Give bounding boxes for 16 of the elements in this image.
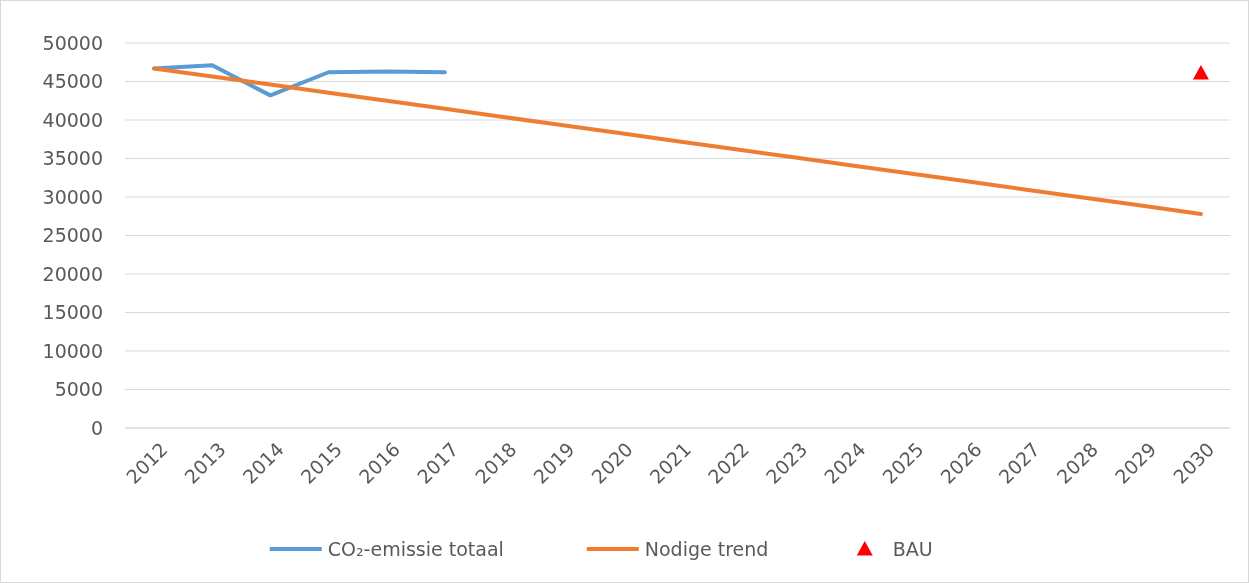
legend-label: Nodige trend [644,537,769,560]
y-tick-label: 50000 [42,31,103,54]
y-tick-label: 30000 [42,185,103,208]
y-tick-label: 20000 [42,262,103,285]
y-tick-label: 0 [90,416,103,439]
y-tick-label: 40000 [42,108,103,131]
legend-label: CO₂-emissie totaal [327,537,504,560]
y-tick-label: 35000 [42,147,103,170]
y-tick-label: 45000 [42,70,103,93]
y-tick-label: 15000 [42,301,103,324]
y-tick-label: 25000 [42,224,103,247]
y-tick-label: 5000 [54,378,103,401]
line-series [152,66,1203,216]
line-series [152,63,447,98]
legend-label: BAU [892,537,933,560]
y-tick-label: 10000 [42,339,103,362]
